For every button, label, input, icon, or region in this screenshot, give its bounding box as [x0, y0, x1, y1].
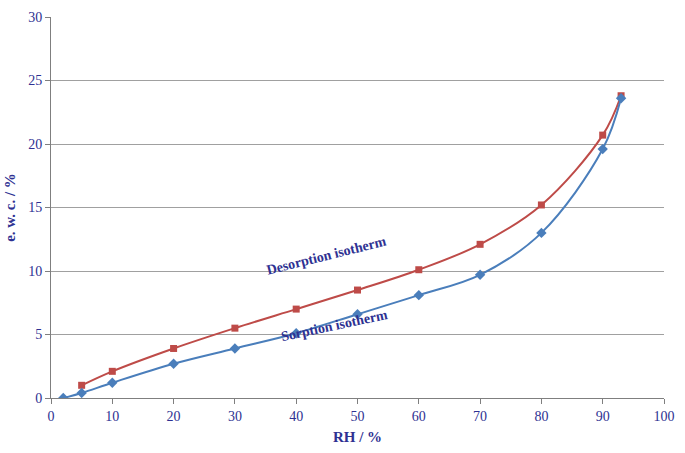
svg-text:70: 70: [473, 409, 487, 424]
svg-text:60: 60: [412, 409, 426, 424]
svg-text:20: 20: [28, 137, 42, 152]
svg-text:50: 50: [351, 409, 365, 424]
svg-text:80: 80: [534, 409, 548, 424]
svg-text:40: 40: [289, 409, 303, 424]
svg-text:25: 25: [28, 73, 42, 88]
svg-text:20: 20: [167, 409, 181, 424]
svg-text:5: 5: [35, 327, 42, 342]
svg-text:10: 10: [105, 409, 119, 424]
svg-text:0: 0: [48, 409, 55, 424]
svg-text:e. w. c. / %: e. w. c. / %: [2, 173, 18, 242]
svg-text:Desorption isotherm: Desorption isotherm: [265, 233, 388, 277]
svg-text:0: 0: [35, 391, 42, 406]
svg-text:Sorption isotherm: Sorption isotherm: [280, 307, 390, 344]
svg-text:30: 30: [28, 10, 42, 25]
svg-text:15: 15: [28, 200, 42, 215]
svg-text:RH / %: RH / %: [333, 429, 382, 445]
svg-text:10: 10: [28, 264, 42, 279]
svg-text:30: 30: [228, 409, 242, 424]
svg-text:100: 100: [654, 409, 675, 424]
svg-text:90: 90: [596, 409, 610, 424]
